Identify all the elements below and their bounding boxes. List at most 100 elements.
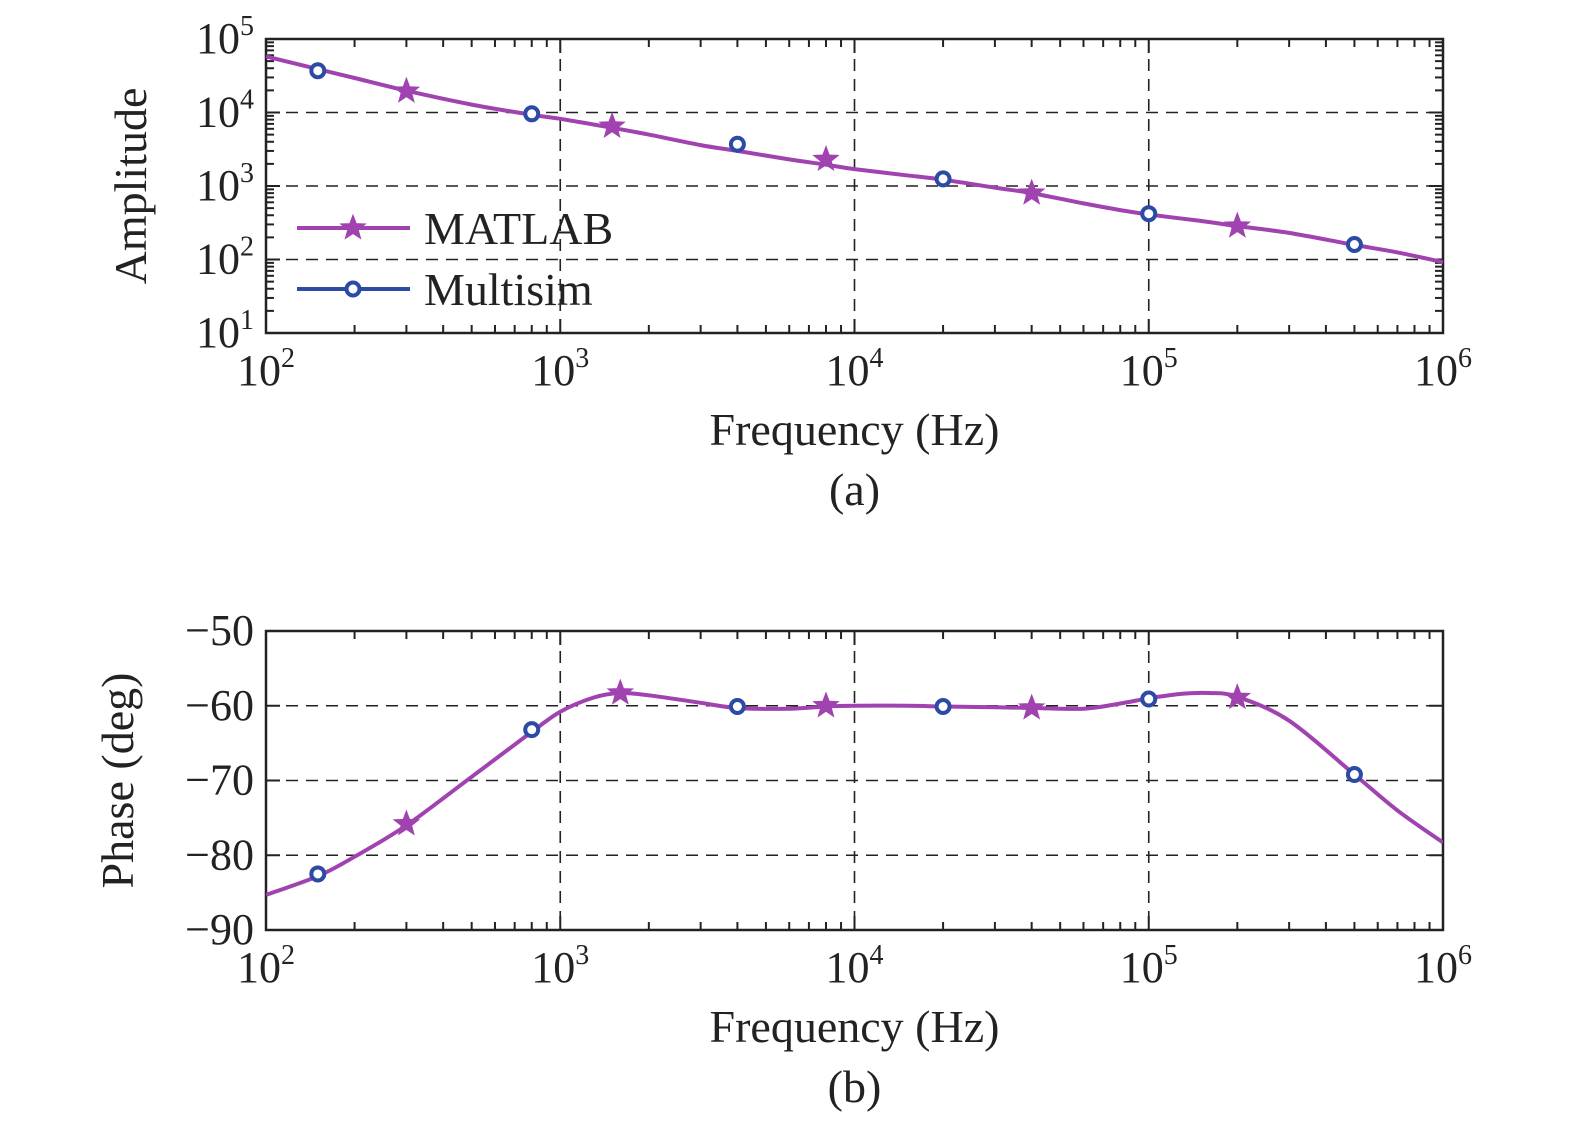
legend: MATLAB Multisim	[297, 203, 613, 315]
x-tick-label-exponent: 3	[575, 343, 589, 374]
y-tick-label: 102	[196, 232, 254, 284]
data-point-circle	[728, 697, 746, 715]
plot-frame	[264, 37, 1445, 335]
x-tick-label-base: 10	[1414, 346, 1458, 395]
y-tick-label: −80	[185, 830, 254, 879]
y-axis-label: Phase (deg)	[92, 673, 143, 889]
data-point-star	[812, 144, 840, 172]
x-tick-label-exponent: 6	[1458, 343, 1472, 374]
data-point-circle	[1345, 766, 1363, 784]
x-tick-label-base: 10	[531, 346, 575, 395]
data-point-circle	[309, 62, 327, 80]
y-tick-label: −60	[185, 681, 254, 730]
x-tick-label: 102	[237, 940, 295, 992]
legend-label: MATLAB	[424, 203, 613, 254]
x-tick-label-base: 10	[531, 943, 575, 992]
data-point-circle	[934, 697, 952, 715]
data-point-circle	[523, 721, 541, 739]
x-tick-label: 102	[237, 343, 295, 395]
y-tick-label-base: 10	[196, 235, 240, 284]
x-tick-label: 105	[1120, 343, 1178, 395]
x-tick-label-exponent: 2	[281, 940, 295, 971]
legend-label: Multisim	[424, 264, 593, 315]
y-tick-label: −90	[185, 905, 254, 954]
axis-ticks	[265, 39, 1443, 334]
x-tick-label: 106	[1414, 343, 1472, 395]
data-point-star	[392, 76, 421, 103]
data-point-circle	[1140, 690, 1158, 708]
x-tick-label-base: 10	[237, 346, 281, 395]
series-multisim	[309, 690, 1363, 883]
x-tick-label: 105	[1120, 940, 1178, 992]
data-point-circle	[309, 865, 327, 883]
data-point-circle	[1140, 205, 1158, 223]
x-tick-label-exponent: 4	[870, 343, 884, 374]
data-point-star	[812, 691, 840, 718]
plot-frame	[264, 629, 1445, 932]
y-tick-label-base: 10	[196, 161, 240, 210]
x-tick-label: 104	[826, 343, 884, 395]
data-point-star	[1223, 211, 1252, 238]
x-tick-label-base: 10	[826, 346, 870, 395]
y-tick-label-exponent: 2	[240, 232, 254, 263]
x-tick-label: 103	[531, 343, 589, 395]
x-tick-label-exponent: 3	[575, 940, 589, 971]
data-point-circle	[1345, 235, 1363, 253]
phase-panel: 102 103 104 105 106−50−60−70−80−90Frequency …	[92, 606, 1472, 1112]
panel-caption: (a)	[829, 464, 880, 515]
x-tick-labels: 102 103 104 105 106	[237, 343, 1472, 395]
x-axis-label: Frequency (Hz)	[710, 1001, 1000, 1052]
data-point-star	[1017, 178, 1046, 205]
y-tick-label: 103	[196, 158, 254, 210]
series-line	[266, 690, 1443, 897]
x-tick-label: 103	[531, 940, 589, 992]
axis-ticks	[265, 630, 1443, 931]
legend-circle-marker	[344, 280, 362, 298]
x-tick-label-exponent: 5	[1164, 343, 1178, 374]
series-matlab	[266, 54, 1443, 265]
legend-entry-multisim: Multisim	[297, 264, 593, 315]
amplitude-panel: 102 103 104 105 106101102103104105Frequency …	[105, 11, 1472, 515]
x-tick-label-exponent: 5	[1164, 940, 1178, 971]
x-tick-label-exponent: 2	[281, 343, 295, 374]
x-tick-label: 104	[826, 940, 884, 992]
x-tick-label-exponent: 6	[1458, 940, 1472, 971]
series-multisim	[309, 62, 1363, 253]
x-tick-label-base: 10	[1120, 346, 1164, 395]
data-point-star	[1017, 693, 1046, 720]
y-tick-label-base: 10	[196, 88, 240, 137]
y-tick-label: 101	[196, 305, 254, 357]
y-tick-label-exponent: 5	[240, 11, 254, 42]
panel-caption: (b)	[828, 1061, 882, 1112]
data-point-circle	[934, 170, 952, 188]
y-tick-label: 104	[196, 85, 254, 137]
x-tick-label-exponent: 4	[870, 940, 884, 971]
y-tick-label-exponent: 4	[240, 85, 254, 116]
x-tick-labels: 102 103 104 105 106	[237, 940, 1472, 992]
y-tick-label-base: 10	[196, 308, 240, 357]
legend-star-marker	[339, 213, 367, 240]
x-tick-label: 106	[1414, 940, 1472, 992]
x-tick-label-base: 10	[1414, 943, 1458, 992]
grid-lines	[266, 631, 1443, 930]
x-tick-label-base: 10	[1120, 943, 1164, 992]
y-tick-label-exponent: 3	[240, 158, 254, 189]
grid-lines	[266, 39, 1443, 333]
legend-entry-matlab: MATLAB	[297, 203, 613, 254]
data-point-star	[606, 678, 635, 705]
y-tick-labels: −50 −60 −70 −80 −90	[185, 606, 254, 954]
data-point-star	[392, 809, 421, 836]
x-axis-label: Frequency (Hz)	[710, 404, 1000, 455]
x-tick-label-base: 10	[237, 943, 281, 992]
data-point-star	[598, 111, 626, 138]
y-tick-label: 105	[196, 11, 254, 63]
data-point-circle	[728, 135, 746, 153]
data-point-star	[1223, 683, 1252, 710]
y-tick-label: −70	[185, 756, 254, 805]
x-tick-label-base: 10	[826, 943, 870, 992]
data-point-circle	[523, 105, 541, 123]
series-matlab	[266, 678, 1443, 897]
y-tick-label-exponent: 1	[240, 305, 254, 336]
